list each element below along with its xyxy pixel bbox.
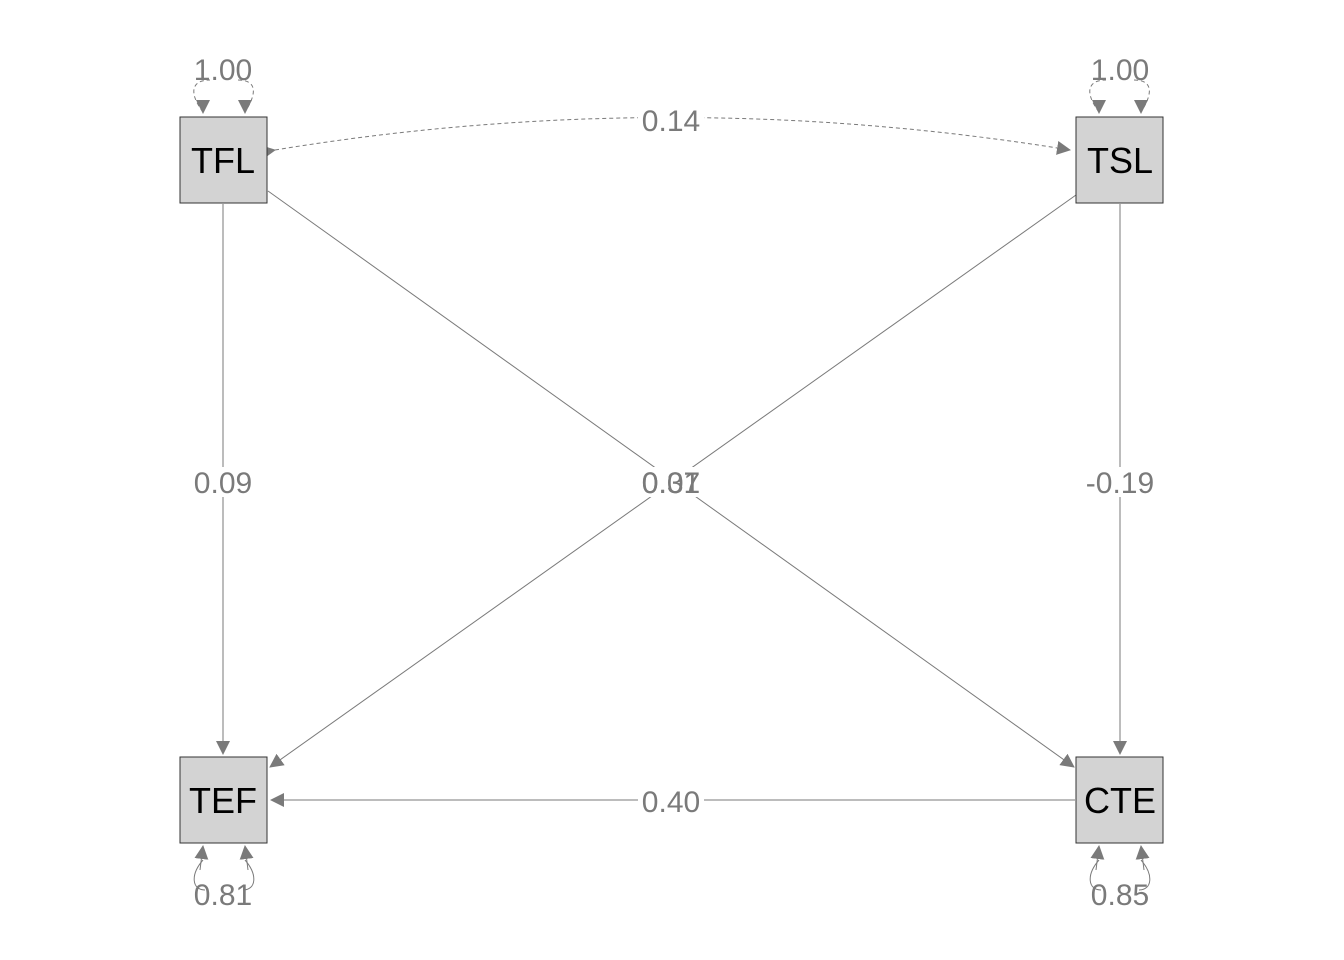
label-tef-residual: 0.81 — [194, 879, 252, 912]
node-cte-label: CTE — [1084, 780, 1156, 821]
node-tfl-label: TFL — [191, 140, 255, 181]
label-tfl-tsl-covariance: 0.14 — [642, 105, 700, 138]
label-tsl-variance: 1.00 — [1091, 54, 1149, 87]
node-tsl-label: TSL — [1087, 140, 1153, 181]
node-tef: TEF — [179, 756, 268, 844]
label-tsl-to-cte: -0.19 — [1086, 467, 1154, 500]
label-tfl-to-cte: 0.07 — [642, 467, 700, 500]
label-tfl-variance: 1.00 — [194, 54, 252, 87]
label-tsl-to-tef: 0.31 — [642, 467, 700, 500]
residual-loop-tef — [193, 859, 255, 891]
node-tfl: TFL — [179, 116, 268, 204]
label-cte-residual: 0.85 — [1091, 879, 1149, 912]
label-cte-to-tef: 0.40 — [642, 786, 700, 819]
node-tef-label: TEF — [189, 780, 257, 821]
residual-loop-tef-arrows-2 — [239, 845, 254, 871]
residual-loop-cte-arrows-2 — [1135, 845, 1150, 871]
node-tsl: TSL — [1075, 116, 1164, 204]
edge-tfl-tsl-covariance — [261, 117, 1071, 160]
residual-loop-cte — [1089, 859, 1151, 891]
residual-loop-cte-arrows — [1090, 845, 1105, 871]
label-tfl-to-tef: 0.09 — [194, 467, 252, 500]
node-cte: CTE — [1075, 756, 1164, 844]
residual-loop-tef-arrows — [194, 845, 209, 871]
